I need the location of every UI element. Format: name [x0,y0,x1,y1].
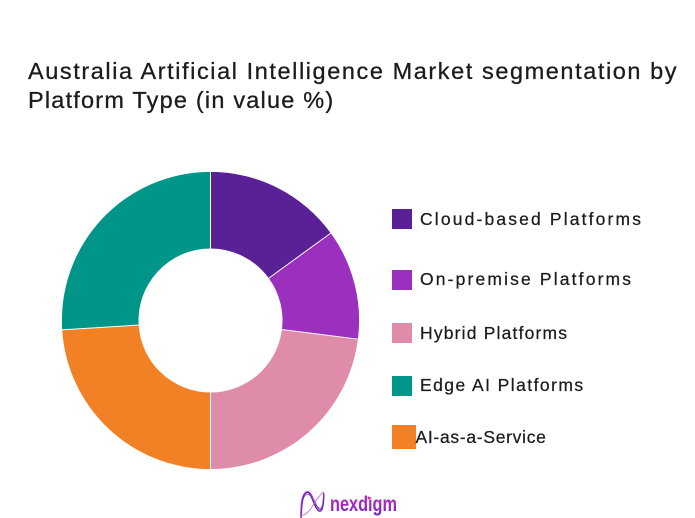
svg-text:nexdıgm: nexdıgm [330,492,397,516]
